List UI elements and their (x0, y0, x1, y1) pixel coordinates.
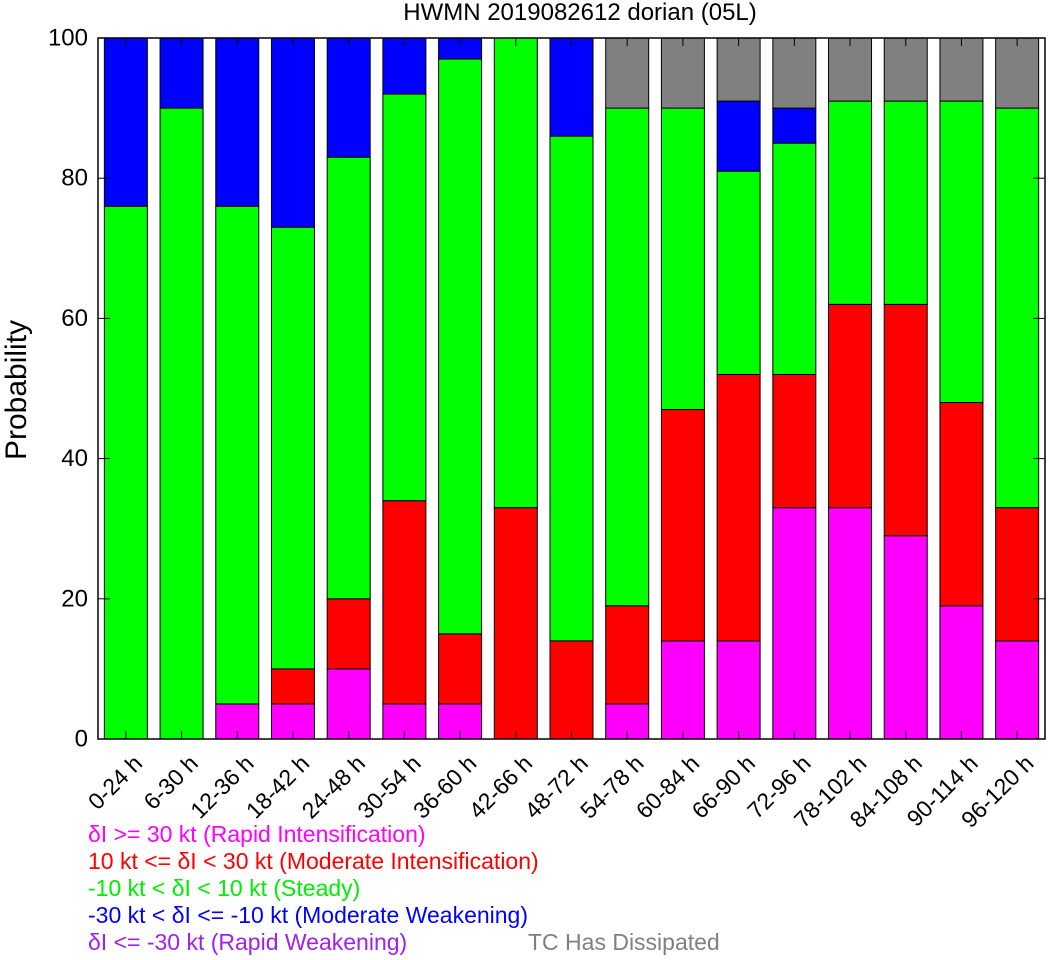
bar-segment-78-102h-s5 (828, 37, 873, 102)
bar-segment-18-42h-s1 (270, 668, 315, 705)
bar-segment-12-36h-s3 (215, 37, 260, 207)
bar-segment-60-84h-s0 (660, 640, 705, 740)
bar-segment-84-108h-s5 (883, 37, 928, 102)
bar-segment-60-84h-s5 (660, 37, 705, 109)
bar-segment-18-42h-s3 (270, 37, 315, 228)
legend-moderate-weakening: -30 kt < δI <= -10 kt (Moderate Weakenin… (88, 902, 529, 928)
bar-segment-54-78h-s1 (605, 605, 650, 705)
bar-segment-96-120h-s5 (995, 37, 1040, 109)
bar-segment-42-66h-s1 (493, 507, 538, 740)
bar-segment-96-120h-s0 (995, 640, 1040, 740)
bar-segment-72-96h-s3 (772, 107, 817, 144)
bar-segment-42-66h-s2 (493, 37, 538, 509)
bar-segment-18-42h-s2 (270, 226, 315, 670)
y-tick-label: 80 (61, 165, 88, 192)
chart-title: HWMN 2019082612 dorian (05L) (403, 0, 757, 26)
y-tick-label: 60 (61, 305, 88, 332)
legend-rapid-weakening: δI <= -30 kt (Rapid Weakening) (88, 929, 408, 955)
bar-segment-72-96h-s5 (772, 37, 817, 109)
bar-segment-90-114h-s1 (939, 402, 984, 607)
bar-segment-0-24h-s2 (103, 205, 148, 740)
bar-segment-24-48h-s0 (326, 668, 371, 740)
legend-moderate-intensification: 10 kt <= δI < 30 kt (Moderate Intensific… (88, 848, 539, 874)
bar-segment-90-114h-s5 (939, 37, 984, 102)
bar-segment-48-72h-s3 (549, 37, 594, 137)
bar-segment-84-108h-s2 (883, 100, 928, 305)
bar-segment-90-114h-s0 (939, 605, 984, 740)
plot-frame (97, 37, 1046, 740)
bar-segment-48-72h-s2 (549, 135, 594, 642)
bars-group (103, 37, 1040, 740)
y-tick-label: 20 (61, 585, 88, 612)
bar-segment-30-54h-s2 (382, 93, 427, 502)
y-tick-label: 0 (75, 726, 88, 753)
bar-segment-78-102h-s2 (828, 100, 873, 305)
bar-segment-30-54h-s3 (382, 37, 427, 95)
bar-segment-84-108h-s1 (883, 303, 928, 537)
bar-segment-96-120h-s2 (995, 107, 1040, 509)
bar-segment-72-96h-s0 (772, 507, 817, 740)
bar-segment-78-102h-s0 (828, 507, 873, 740)
bar-segment-0-24h-s3 (103, 37, 148, 207)
bar-segment-48-72h-s1 (549, 640, 594, 740)
legend-rapid-intensification: δI >= 30 kt (Rapid Intensification) (88, 821, 426, 847)
bar-segment-78-102h-s1 (828, 303, 873, 509)
bar-segment-30-54h-s1 (382, 500, 427, 705)
bar-segment-54-78h-s2 (605, 107, 650, 607)
bar-segment-54-78h-s5 (605, 37, 650, 109)
bar-segment-6-30h-s3 (159, 37, 204, 109)
bar-segment-90-114h-s2 (939, 100, 984, 404)
legend-tc-dissipated: TC Has Dissipated (528, 929, 720, 955)
bar-segment-96-120h-s1 (995, 507, 1040, 642)
bar-segment-24-48h-s3 (326, 37, 371, 158)
bar-segment-12-36h-s2 (215, 205, 260, 705)
bar-segment-24-48h-s2 (326, 156, 371, 600)
bar-segment-66-90h-s2 (716, 170, 761, 375)
y-tick-label: 40 (61, 445, 88, 472)
bar-segment-66-90h-s3 (716, 100, 761, 172)
bar-segment-72-96h-s1 (772, 373, 817, 509)
bar-segment-36-60h-s1 (438, 633, 483, 705)
bar-segment-66-90h-s0 (716, 640, 761, 740)
bar-segment-84-108h-s0 (883, 535, 928, 740)
bar-segment-24-48h-s1 (326, 598, 371, 670)
bar-segment-66-90h-s1 (716, 373, 761, 642)
x-tick-label: 0-24 h (83, 750, 148, 815)
bar-segment-66-90h-s5 (716, 37, 761, 102)
bar-segment-36-60h-s2 (438, 58, 483, 635)
bar-segment-72-96h-s2 (772, 142, 817, 375)
y-tick-label: 100 (48, 25, 88, 52)
bar-segment-60-84h-s1 (660, 409, 705, 642)
y-axis-label: Probability (0, 320, 33, 460)
bar-segment-60-84h-s2 (660, 107, 705, 411)
bar-segment-6-30h-s2 (159, 107, 204, 740)
legend-steady: -10 kt < δI < 10 kt (Steady) (88, 875, 361, 901)
